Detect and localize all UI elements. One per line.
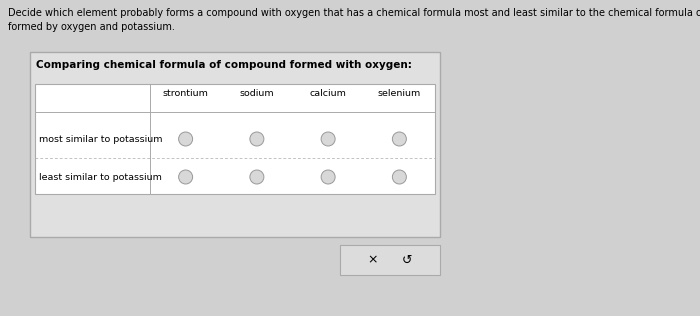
Ellipse shape bbox=[250, 170, 264, 184]
Ellipse shape bbox=[393, 170, 407, 184]
Text: strontium: strontium bbox=[162, 89, 209, 98]
Text: formed by oxygen and potassium.: formed by oxygen and potassium. bbox=[8, 22, 175, 32]
Text: calcium: calcium bbox=[309, 89, 346, 98]
Text: ×: × bbox=[368, 253, 378, 266]
Text: Comparing chemical formula of compound formed with oxygen:: Comparing chemical formula of compound f… bbox=[36, 60, 412, 70]
Text: sodium: sodium bbox=[239, 89, 274, 98]
Ellipse shape bbox=[178, 170, 192, 184]
Text: Decide which element probably forms a compound with oxygen that has a chemical f: Decide which element probably forms a co… bbox=[8, 8, 700, 18]
FancyBboxPatch shape bbox=[30, 52, 440, 237]
FancyBboxPatch shape bbox=[340, 245, 440, 275]
Ellipse shape bbox=[250, 132, 264, 146]
Ellipse shape bbox=[321, 132, 335, 146]
Ellipse shape bbox=[393, 132, 407, 146]
FancyBboxPatch shape bbox=[35, 84, 435, 194]
Text: most similar to potassium: most similar to potassium bbox=[39, 135, 162, 143]
Text: selenium: selenium bbox=[378, 89, 421, 98]
Text: ↺: ↺ bbox=[402, 253, 412, 266]
Ellipse shape bbox=[321, 170, 335, 184]
Ellipse shape bbox=[178, 132, 192, 146]
Text: least similar to potassium: least similar to potassium bbox=[39, 173, 162, 181]
